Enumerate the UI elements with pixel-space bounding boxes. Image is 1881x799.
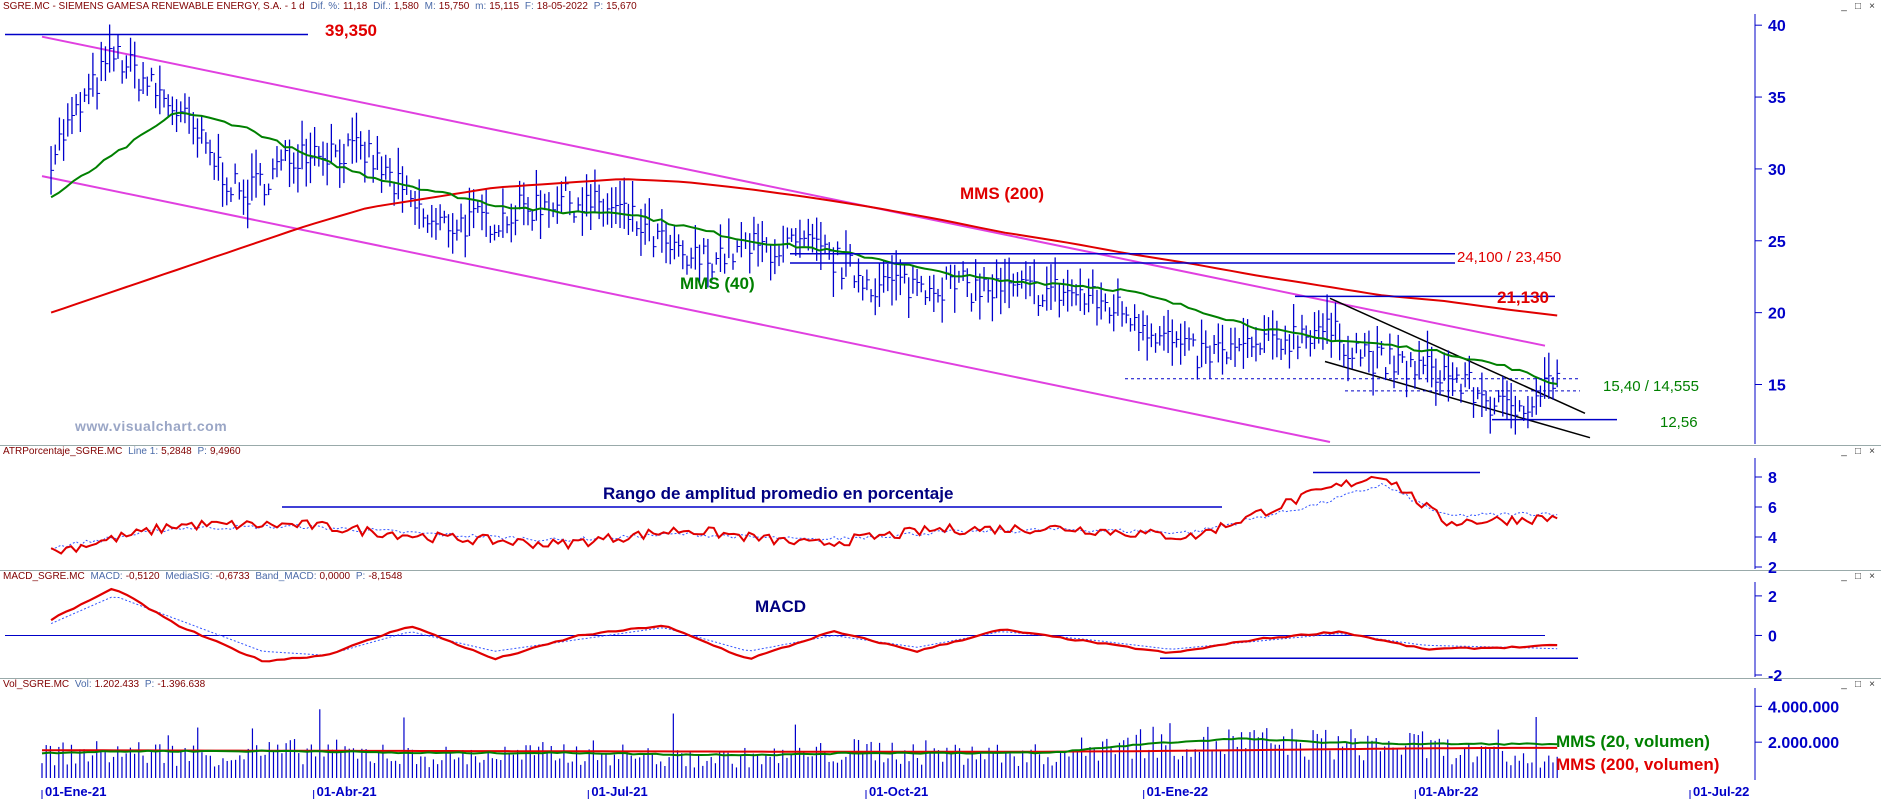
volume-pane-title: Vol_SGRE.MC — [3, 679, 70, 690]
volume-pane-header: Vol_SGRE.MC Vol: 1.202.433 P: -1.396.638 — [0, 678, 208, 692]
header-label: Vol: — [74, 679, 92, 690]
header-value: -0,5120 — [125, 571, 160, 582]
macd-pane-title: MACD_SGRE.MC — [3, 571, 85, 582]
header-label: P: — [197, 446, 207, 457]
header-value: 5,2848 — [161, 446, 192, 457]
atr-pane-header: ATRPorcentaje_SGRE.MC Line 1: 5,2848 P: 9,… — [0, 445, 244, 459]
minimize-button[interactable]: _ — [1841, 446, 1847, 457]
maximize-button[interactable]: □ — [1854, 446, 1862, 457]
header-value: 11,18 — [342, 1, 368, 12]
header-value: 15,750 — [438, 1, 470, 12]
header-value: 15,115 — [489, 1, 520, 12]
atr-pane-title: ATRPorcentaje_SGRE.MC — [3, 446, 123, 457]
header-label: Dif.: — [373, 1, 391, 12]
macd-pane[interactable]: MACD_SGRE.MC MACD: -0,5120 MediaSIG: -0,67… — [0, 570, 1881, 679]
header-label: P: — [593, 1, 604, 12]
price-pane-title: SGRE.MC - SIEMENS GAMESA RENEWABLE ENERG… — [3, 1, 305, 12]
macd-pane-header: MACD_SGRE.MC MACD: -0,5120 MediaSIG: -0,67… — [0, 570, 405, 584]
volume-pane[interactable]: Vol_SGRE.MC Vol: 1.202.433 P: -1.396.638 _… — [0, 678, 1881, 799]
header-label: M: — [424, 1, 436, 12]
header-value: 0,0000 — [319, 571, 351, 582]
minimize-button[interactable]: _ — [1841, 1, 1847, 12]
header-label: P: — [355, 571, 366, 582]
header-label: P: — [144, 679, 155, 690]
close-button[interactable]: × — [1869, 1, 1875, 12]
close-button[interactable]: × — [1869, 571, 1875, 582]
header-value: 18-05-2022 — [536, 1, 588, 12]
header-label: MACD: — [90, 571, 123, 582]
maximize-button[interactable]: □ — [1854, 1, 1862, 12]
price-pane[interactable]: SGRE.MC - SIEMENS GAMESA RENEWABLE ENERG… — [0, 0, 1881, 446]
header-label: Band_MACD: — [255, 571, 317, 582]
minimize-button[interactable]: _ — [1841, 679, 1847, 690]
close-button[interactable]: × — [1869, 446, 1875, 457]
header-value: 1.202.433 — [94, 679, 140, 690]
atr-pane[interactable]: ATRPorcentaje_SGRE.MC Line 1: 5,2848 P: 9,… — [0, 445, 1881, 571]
maximize-button[interactable]: □ — [1854, 679, 1862, 690]
header-value: -0,6733 — [215, 571, 250, 582]
price-pane-header: SGRE.MC - SIEMENS GAMESA RENEWABLE ENERG… — [0, 0, 640, 14]
maximize-button[interactable]: □ — [1854, 571, 1862, 582]
header-value: 9,4960 — [209, 446, 241, 457]
header-value: 15,670 — [606, 1, 637, 12]
minimize-button[interactable]: _ — [1841, 571, 1847, 582]
header-label: Line 1: — [128, 446, 159, 457]
header-value: -8,1548 — [368, 571, 403, 582]
watermark: www.visualchart.com — [75, 418, 228, 434]
header-label: F: — [524, 1, 534, 12]
header-label: Dif. %: — [310, 1, 340, 12]
close-button[interactable]: × — [1869, 679, 1875, 690]
header-value: 1,580 — [393, 1, 419, 12]
header-label: MediaSIG: — [165, 571, 213, 582]
header-label: m: — [475, 1, 487, 12]
header-value: -1.396.638 — [157, 679, 206, 690]
